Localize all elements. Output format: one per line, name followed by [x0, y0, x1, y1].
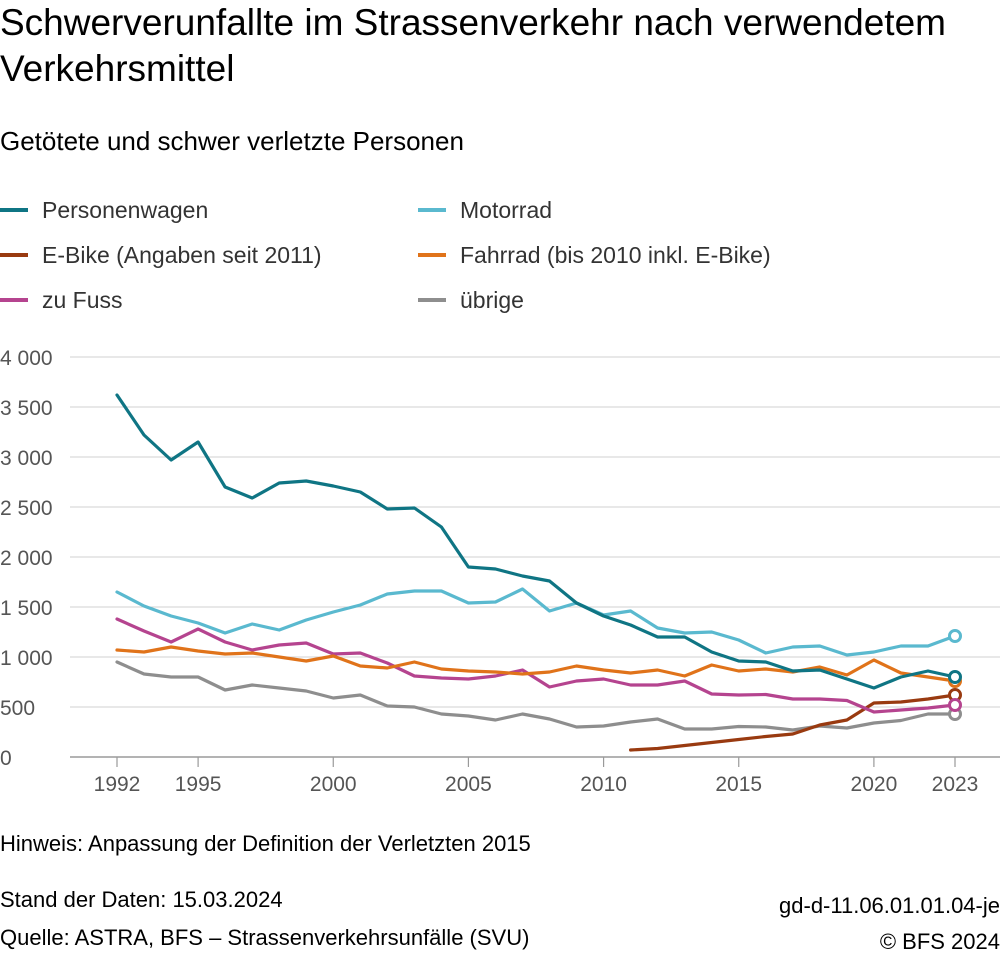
legend-swatch-fahrrad [418, 253, 446, 257]
x-tick-label: 2020 [851, 773, 898, 796]
series-line-fahrrad-bis-2010-inkl-e-bike [115, 645, 957, 683]
x-tick-label: 2000 [310, 773, 357, 796]
series-lines [115, 393, 957, 752]
series-line-e-bike-angaben-seit-2011 [629, 693, 957, 752]
legend-label: E-Bike (Angaben seit 2011) [42, 241, 322, 268]
x-axis: 1992 1995 2000 2005 2010 2015 2020 2023 [94, 757, 979, 796]
endpoint-marker-personenwagen [948, 670, 962, 684]
endpoint-marker-motorrad [948, 629, 962, 643]
series-line-zu-fuss [115, 617, 957, 714]
legend-item-fahrrad[interactable]: Fahrrad (bis 2010 inkl. E-Bike) [418, 239, 771, 271]
series-line-personenwagen [115, 393, 957, 690]
x-tick-label: 1995 [175, 773, 222, 796]
legend-swatch-personenwagen [0, 208, 28, 212]
y-tick-label: 500 [0, 697, 35, 720]
chart-title: Schwerverunfallte im Strassenverkehr nac… [0, 2, 946, 89]
chart-note: Hinweis: Anpassung der Definition der Ve… [0, 831, 531, 856]
x-tick-label: 2010 [580, 773, 627, 796]
y-tick-label: 1 500 [0, 597, 53, 620]
legend-swatch-motorrad [418, 208, 446, 212]
y-tick-label: 3 500 [0, 397, 53, 420]
y-tick-label: 1 000 [0, 647, 53, 670]
legend-item-zu-fuss[interactable]: zu Fuss [0, 284, 123, 316]
legend-swatch-zu-fuss [0, 298, 28, 302]
legend-label: Fahrrad (bis 2010 inkl. E-Bike) [460, 241, 771, 268]
y-tick-label: 0 [0, 747, 12, 770]
legend-label: übrige [460, 286, 524, 313]
grid-lines [70, 356, 1000, 758]
data-date: Stand der Daten: 15.03.2024 [0, 887, 283, 912]
series-endpoints [948, 629, 962, 721]
chart-subtitle: Getötete und schwer verletzte Personen [0, 126, 464, 156]
data-source: Quelle: ASTRA, BFS – Strassenverkehrsunf… [0, 925, 530, 950]
legend: Personenwagen Motorrad E-Bike (Angaben s… [0, 192, 1000, 332]
y-tick-label: 2 000 [0, 547, 53, 570]
x-tick-label: 2005 [445, 773, 492, 796]
legend-label: Personenwagen [42, 196, 209, 223]
legend-swatch-e-bike [0, 253, 28, 257]
legend-label: Motorrad [460, 196, 553, 223]
legend-item-motorrad[interactable]: Motorrad [418, 194, 552, 226]
chart-code: gd-d-11.06.01.01.04-je [779, 893, 1000, 918]
y-tick-label: 3 000 [0, 447, 53, 470]
y-axis: 0 500 1 000 1 500 2 000 2 500 3 000 3 500 4 000 [0, 347, 53, 770]
y-tick-label: 2 500 [0, 497, 53, 520]
x-tick-label: 1992 [94, 773, 141, 796]
x-tick-label: 2015 [715, 773, 762, 796]
legend-item-uebrige[interactable]: übrige [418, 284, 524, 316]
legend-swatch-uebrige [418, 298, 446, 302]
series-line-motorrad [115, 587, 957, 657]
y-tick-label: 4 000 [0, 347, 53, 370]
legend-label: zu Fuss [42, 286, 123, 313]
legend-item-e-bike[interactable]: E-Bike (Angaben seit 2011) [0, 239, 322, 271]
endpoint-marker-zu-fuss [948, 698, 962, 712]
copyright: © BFS 2024 [879, 929, 1000, 954]
legend-item-personenwagen[interactable]: Personenwagen [0, 194, 208, 226]
x-tick-label: 2023 [932, 773, 979, 796]
